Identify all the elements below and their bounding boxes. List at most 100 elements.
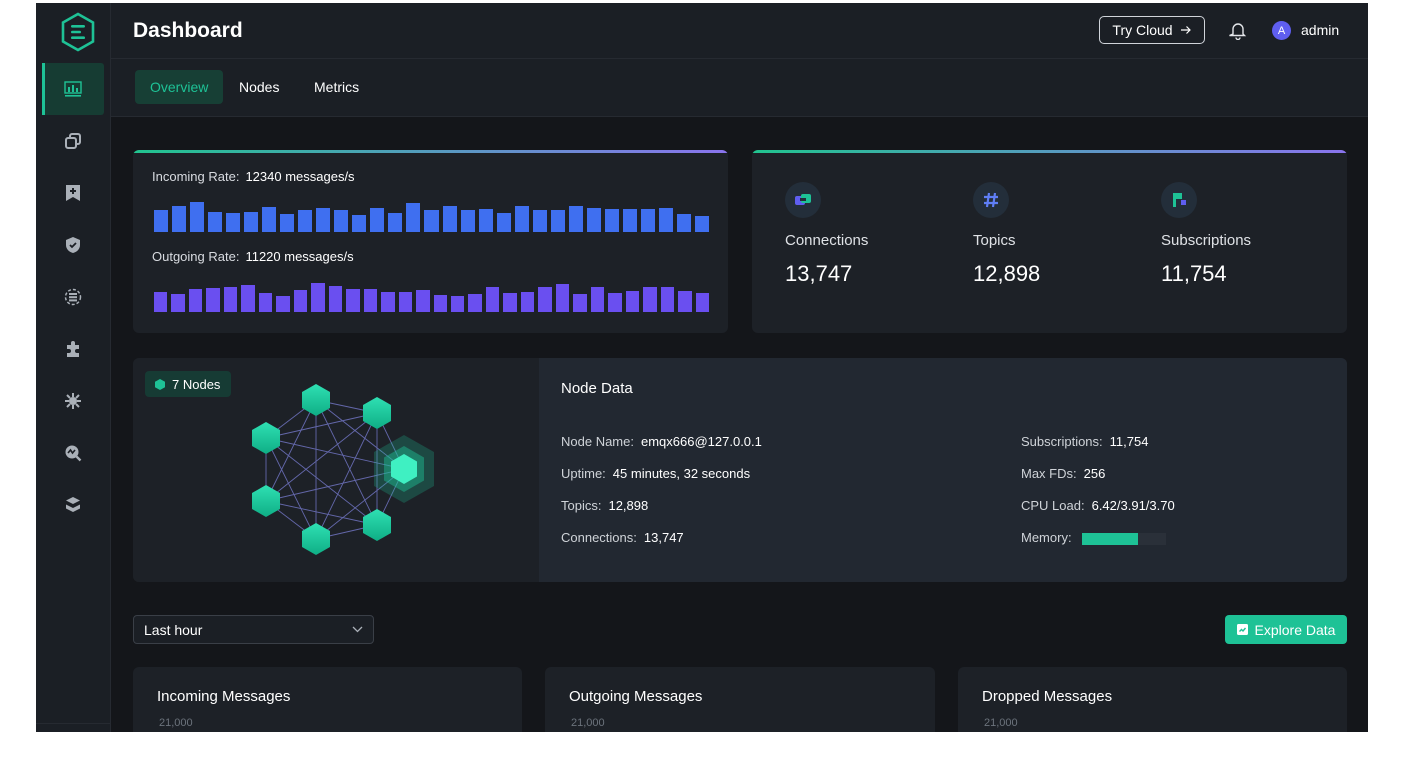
uptime-row: Uptime: 45 minutes, 32 seconds xyxy=(561,466,750,481)
incoming-rate-bar xyxy=(154,210,169,232)
outgoing-rate-bar xyxy=(695,293,709,312)
sidebar-item-topics[interactable] xyxy=(36,167,110,219)
explore-data-label: Explore Data xyxy=(1254,621,1336,638)
sidebar-item-access-control[interactable] xyxy=(36,219,110,271)
outgoing-rate-bar xyxy=(503,293,517,312)
incoming-rate-bar xyxy=(586,208,601,232)
try-cloud-button[interactable]: Try Cloud xyxy=(1099,16,1205,44)
incoming-rate-bar xyxy=(280,214,295,232)
outgoing-rate-bar xyxy=(520,292,535,312)
incoming-rate-bar xyxy=(694,216,709,232)
sidebar-item-monitoring[interactable] xyxy=(36,427,110,479)
y-axis-tick: 21,000 xyxy=(159,717,193,729)
outgoing-rate-bar xyxy=(608,293,622,312)
incoming-rate-bar xyxy=(442,206,457,232)
dashboard-icon xyxy=(64,81,82,97)
outgoing-rate-bar xyxy=(258,293,273,312)
outgoing-rate-bar xyxy=(188,289,203,312)
outgoing-rate-bar xyxy=(485,287,500,312)
username[interactable]: admin xyxy=(1301,22,1340,38)
outgoing-rate-bar xyxy=(678,291,692,312)
kv-label: Connections: xyxy=(561,530,637,545)
emqx-logo[interactable] xyxy=(60,12,96,52)
outgoing-rate-value: 11220 messages/s xyxy=(245,249,354,264)
outgoing-rate-bar xyxy=(363,289,378,312)
incoming-rate-bar xyxy=(388,213,403,232)
kv-value: 45 minutes, 32 seconds xyxy=(612,466,751,481)
stat-label: Topics xyxy=(973,232,1016,249)
incoming-rate-bars xyxy=(154,200,709,232)
page-title: Dashboard xyxy=(133,19,243,42)
hexagon-icon xyxy=(155,378,165,390)
incoming-rate-bar xyxy=(460,210,475,232)
sidebar-item-extensions[interactable] xyxy=(36,323,110,375)
incoming-rate-bar xyxy=(676,214,691,232)
incoming-rate-bar xyxy=(352,215,367,232)
chart-title: Outgoing Messages xyxy=(569,688,703,705)
memory-progress-bar xyxy=(1081,532,1166,545)
card-accent-line xyxy=(133,150,728,153)
header: Dashboard Try Cloud A admin xyxy=(111,3,1368,59)
tab-metrics[interactable]: Metrics xyxy=(314,79,360,95)
tab-overview[interactable]: Overview xyxy=(135,70,224,104)
outgoing-rate-bar xyxy=(573,294,587,312)
node-topology-graph[interactable] xyxy=(133,358,539,582)
bell-icon[interactable] xyxy=(1229,21,1247,40)
kv-label: CPU Load: xyxy=(1021,498,1085,513)
avatar[interactable]: A xyxy=(1272,21,1291,40)
outgoing-rate-bar xyxy=(293,290,308,312)
active-node-hexagon xyxy=(374,435,434,503)
incoming-rate-bar xyxy=(406,203,421,232)
try-cloud-label: Try Cloud xyxy=(1112,22,1173,38)
outgoing-rate-bar xyxy=(346,289,360,312)
incoming-rate-bar xyxy=(514,206,529,232)
topics-hash-icon xyxy=(973,182,1009,218)
incoming-rate-bar xyxy=(550,210,565,232)
y-axis-tick: 21,000 xyxy=(984,717,1018,729)
nodes-count-badge[interactable]: 7 Nodes xyxy=(145,371,232,397)
stat-connections: Connections 13,747 xyxy=(785,182,868,287)
outgoing-rate-bar xyxy=(398,292,413,312)
management-icon xyxy=(66,497,80,512)
max-fds-row: Max FDs: 256 xyxy=(1021,466,1105,481)
outgoing-rate-bar xyxy=(643,287,657,312)
monitoring-icon xyxy=(65,445,82,462)
incoming-rate-bar xyxy=(208,212,223,232)
outgoing-rate-bar xyxy=(590,287,605,312)
sidebar-item-dashboard[interactable] xyxy=(36,63,110,115)
explore-data-button[interactable]: Explore Data xyxy=(1225,615,1347,644)
incoming-rate-bar xyxy=(370,208,385,232)
incoming-rate-bar xyxy=(316,208,331,232)
outgoing-rate-bar xyxy=(223,287,238,312)
node-data-panel: Node Data Node Name: emqx666@127.0.0.1 Up… xyxy=(539,358,1347,582)
incoming-rate-bar xyxy=(172,206,187,232)
outgoing-rate-bar xyxy=(241,285,255,312)
kv-label: Memory: xyxy=(1021,530,1072,545)
sidebar-item-management[interactable] xyxy=(36,479,110,531)
outgoing-rate-bar xyxy=(433,295,447,312)
sidebar-item-diagnose[interactable] xyxy=(36,375,110,427)
sidebar-item-clients[interactable] xyxy=(36,115,110,167)
outgoing-rate-bar xyxy=(276,296,290,312)
time-range-select[interactable]: Last hour xyxy=(133,615,374,644)
kv-value: 13,747 xyxy=(643,530,684,545)
incoming-rate-bar xyxy=(640,209,655,232)
sidebar-item-integration[interactable] xyxy=(36,271,110,323)
time-range-value: Last hour xyxy=(144,621,203,638)
loading-spinner-icon xyxy=(1128,727,1248,732)
incoming-rate-bar xyxy=(604,209,619,232)
outgoing-rate-bar xyxy=(381,292,395,312)
stat-topics: Topics 12,898 xyxy=(973,182,1040,287)
chart-title: Dropped Messages xyxy=(982,688,1113,705)
arrow-right-icon xyxy=(1180,26,1191,34)
stat-value: 13,747 xyxy=(785,261,853,286)
stat-value: 12,898 xyxy=(973,261,1041,286)
tab-nodes[interactable]: Nodes xyxy=(239,79,280,95)
chart-title: Incoming Messages xyxy=(157,688,291,705)
outgoing-rate-bars xyxy=(154,280,709,312)
extensions-icon xyxy=(67,341,79,357)
outgoing-rate-bar xyxy=(450,296,465,312)
tab-bar: Overview Nodes Metrics xyxy=(111,59,1368,117)
incoming-rate-bar xyxy=(622,209,637,232)
kv-value: 256 xyxy=(1083,466,1106,481)
